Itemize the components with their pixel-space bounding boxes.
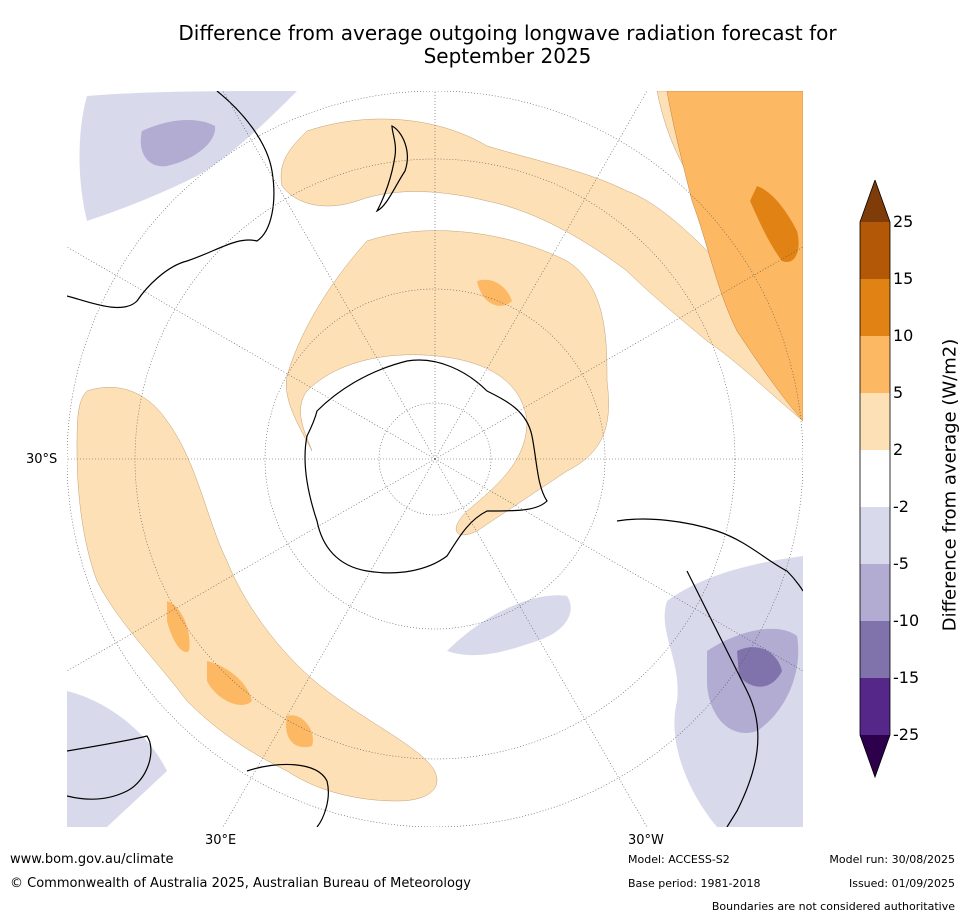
lon-label-30e: 30°E bbox=[205, 833, 237, 848]
lon-label-30w: 30°W bbox=[628, 833, 664, 848]
website-link[interactable]: www.bom.gov.au/climate bbox=[10, 852, 174, 867]
antarctica-coastline bbox=[304, 359, 548, 574]
anomaly-band-2-5-pacific bbox=[280, 118, 803, 422]
anomaly-5-10-pacific bbox=[666, 91, 803, 422]
colorbar-tick-label: 10 bbox=[893, 326, 914, 345]
southern-africa-coastline bbox=[67, 735, 329, 827]
anomaly-5-10-blob-c bbox=[286, 715, 313, 748]
title-line-1: Difference from average outgoing longwav… bbox=[178, 21, 837, 45]
colorbar-tick-label: -15 bbox=[893, 668, 920, 687]
anomaly-10-15-pacific bbox=[750, 186, 799, 262]
disclaimer-text: Boundaries are not considered authoritat… bbox=[711, 900, 955, 913]
colorbar-tick-label: 5 bbox=[893, 383, 904, 402]
polar-map bbox=[67, 91, 803, 827]
lat-label-30s: 30°S bbox=[26, 452, 58, 467]
colorbar-tick-label: -5 bbox=[893, 554, 909, 573]
title-line-2: September 2025 bbox=[423, 44, 592, 68]
colorbar-tick-label: 2 bbox=[893, 440, 904, 459]
colorbar-axis-label: Difference from average (W/m2) bbox=[939, 338, 961, 632]
colorbar-tick-label: -2 bbox=[893, 497, 909, 516]
colorbar-segment bbox=[860, 678, 890, 735]
anomaly-neg10-15-southamerica bbox=[737, 647, 782, 687]
australia-coastline bbox=[67, 91, 275, 309]
colorbar-extend-bottom bbox=[860, 735, 890, 777]
issued-text: Issued: 01/09/2025 bbox=[848, 877, 955, 890]
colorbar-segment bbox=[860, 393, 890, 450]
map-title: Difference from average outgoing longwav… bbox=[0, 22, 965, 68]
colorbar-segment bbox=[860, 336, 890, 393]
copyright-text: © Commonwealth of Australia 2025, Austra… bbox=[10, 876, 471, 891]
colorbar-segment bbox=[860, 507, 890, 564]
colorbar-segment bbox=[860, 564, 890, 621]
colorbar-segment bbox=[860, 450, 890, 507]
model-text: Model: ACCESS-S2 bbox=[628, 853, 730, 866]
south-america-coastline bbox=[616, 518, 803, 827]
anomaly-neg2-5-southatlantic bbox=[447, 595, 571, 656]
anomaly-5-10-blob-d bbox=[477, 279, 512, 306]
colorbar-segment bbox=[860, 222, 890, 279]
anomaly-neg2-5-southafrica bbox=[67, 691, 167, 827]
model-run-text: Model run: 30/08/2025 bbox=[829, 853, 955, 866]
anomaly-band-2-5-southatlantic bbox=[76, 387, 438, 802]
base-period-text: Base period: 1981-2018 bbox=[628, 877, 761, 890]
anomaly-5-10-blob-b bbox=[207, 661, 252, 705]
colorbar-segment bbox=[860, 621, 890, 678]
anomaly-band-2-5-ring bbox=[286, 230, 609, 536]
colorbar-tick-label: -25 bbox=[893, 725, 920, 744]
anomaly-5-10-blob-a bbox=[167, 601, 190, 652]
colorbar-extend-top bbox=[860, 180, 890, 222]
colorbar-tick-label: 25 bbox=[893, 212, 914, 231]
colorbar bbox=[859, 180, 891, 779]
colorbar-tick-label: 15 bbox=[893, 269, 914, 288]
colorbar-outline bbox=[859, 180, 891, 779]
new-zealand-coastline bbox=[375, 125, 408, 213]
colorbar-segment bbox=[860, 279, 890, 336]
anomaly-neg5-10-indianocean bbox=[140, 119, 216, 167]
graticule bbox=[67, 91, 803, 827]
colorbar-tick-label: -10 bbox=[893, 611, 920, 630]
